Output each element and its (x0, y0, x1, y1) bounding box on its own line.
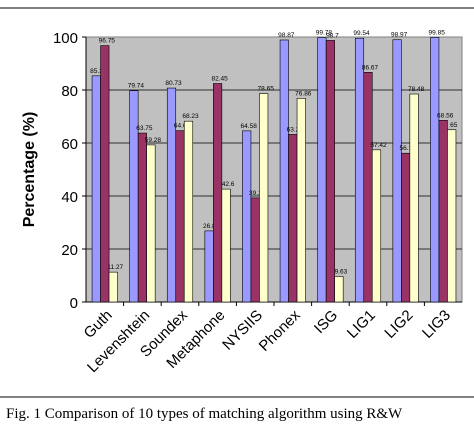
data-label: 65 (450, 122, 458, 129)
bar-phonex-series-2 (288, 134, 298, 303)
data-label: 56.15 (399, 145, 416, 152)
bar-levenshtein-series-1 (129, 90, 139, 303)
data-label: 57.42 (370, 142, 387, 149)
bar-soundex-series-3 (183, 120, 194, 303)
data-label: 99.54 (353, 30, 370, 37)
x-tick-label-isg: ISG (311, 307, 341, 337)
data-label: 68.23 (182, 113, 199, 120)
bar-lig1-series-1 (354, 37, 365, 303)
data-label: 99.78 (316, 30, 333, 37)
x-tick-label-lig1: LIG1 (344, 307, 379, 342)
data-label: 64.65 (174, 123, 191, 130)
data-label: 78.65 (258, 86, 275, 93)
x-tick-label-lig3: LIG3 (419, 307, 454, 342)
data-label: 63.75 (136, 125, 153, 132)
data-label: 59.28 (145, 137, 162, 144)
y-tick-label: 100 (53, 30, 78, 47)
y-tick-label: 20 (61, 242, 78, 259)
data-label: 86.67 (362, 64, 379, 71)
bar-guth-series-3 (108, 271, 118, 303)
bar-lig3-series-1 (430, 37, 440, 303)
bar-levenshtein-series-3 (146, 144, 156, 303)
y-tick-label: 40 (61, 189, 78, 206)
bar-isg-series-2 (325, 40, 335, 303)
data-label: 9.63 (335, 268, 348, 275)
bar-phonex-series-1 (279, 39, 289, 303)
data-label: 42.6 (222, 181, 235, 188)
data-label: 26.84 (203, 223, 220, 230)
data-label: 78.48 (408, 86, 425, 93)
data-label: 98.7 (326, 32, 339, 39)
data-label: 82.45 (211, 76, 228, 83)
y-axis-title: Percentage (%) (21, 112, 38, 228)
bar-lig2-series-3 (409, 93, 419, 303)
bar-nysiis-series-3 (259, 93, 269, 303)
data-label: 98.87 (278, 32, 295, 39)
bar-phonex-series-3 (296, 98, 306, 303)
figure-caption: Fig. 1 Comparison of 10 types of matchin… (6, 406, 403, 422)
data-label: 76.86 (295, 90, 312, 97)
data-label: 79.74 (128, 83, 145, 90)
y-tick-label: 60 (61, 136, 78, 153)
data-label: 99.85 (429, 29, 446, 36)
data-label: 85.35 (90, 68, 107, 75)
bar-guth-series-1 (91, 75, 101, 303)
data-label: 98.97 (391, 32, 408, 39)
bar-soundex-series-1 (166, 87, 177, 303)
data-label: 64.58 (241, 123, 258, 130)
bar-chart: 0 20 40 60 80 100 Percentage (%) 85.35 96.75 11.2… (21, 29, 463, 376)
data-label: 63.25 (287, 126, 304, 133)
bar-soundex-series-2 (175, 130, 185, 303)
bar-lig1-series-2 (363, 72, 373, 303)
x-tick-label-phonex: Phonex (256, 306, 304, 354)
bar-nysiis-series-1 (242, 130, 252, 303)
data-label: 39.29 (249, 190, 266, 197)
bar-lig2-series-1 (392, 39, 402, 303)
bar-metaphone-series-3 (221, 188, 231, 303)
bar-metaphone-series-2 (213, 83, 223, 303)
y-tick-label: 0 (70, 295, 78, 312)
data-label: 80.73 (165, 80, 182, 87)
y-tick-label: 80 (61, 83, 78, 100)
bar-lig3-series-3 (447, 129, 457, 303)
bar-metaphone-series-1 (204, 230, 214, 303)
bar-guth-series-2 (100, 45, 110, 303)
data-label: 68.56 (437, 112, 454, 119)
bar-lig3-series-2 (438, 120, 448, 303)
bar-levenshtein-series-2 (137, 132, 147, 303)
x-tick-label-lig2: LIG2 (381, 307, 416, 342)
bar-isg-series-1 (317, 37, 327, 303)
bar-lig1-series-3 (371, 149, 382, 303)
bar-isg-series-3 (334, 276, 344, 303)
data-label: 96.75 (99, 38, 116, 45)
data-label: 11.27 (107, 264, 123, 271)
bar-nysiis-series-2 (250, 197, 260, 303)
bar-lig2-series-2 (401, 152, 411, 303)
